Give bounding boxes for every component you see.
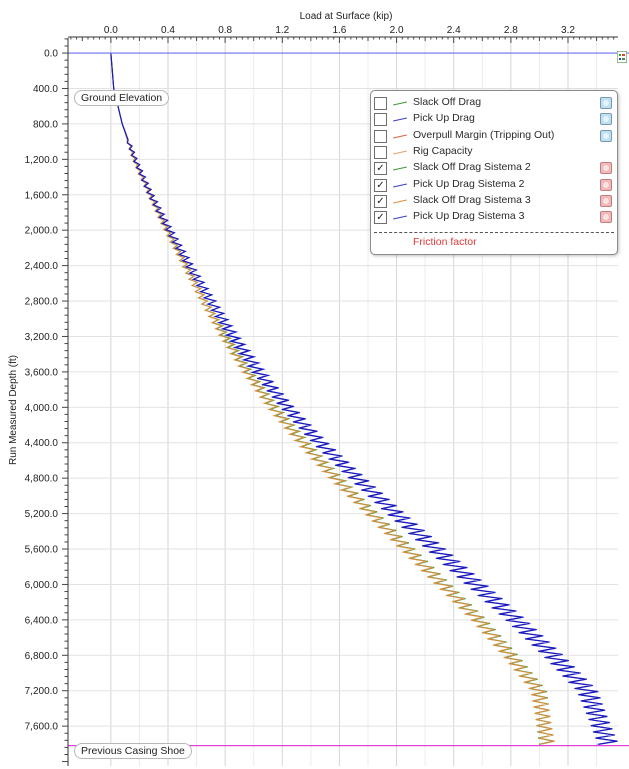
y-tick-label: 800.0 bbox=[33, 119, 58, 130]
legend-swatch bbox=[393, 215, 407, 220]
axes: 0.0 0.4 0.8 1.2 1.6 2.0 2.4 2.8 3.2 0.0 400.0 800.0… bbox=[25, 25, 618, 766]
x-tick-label: 0.4 bbox=[161, 25, 175, 36]
legend-label: Overpull Margin (Tripping Out) bbox=[413, 128, 555, 141]
friction-factor-label[interactable]: Friction factor bbox=[413, 236, 477, 248]
y-tick-label: 6,400.0 bbox=[25, 615, 59, 626]
legend-divider bbox=[374, 232, 614, 233]
legend-checkbox[interactable]: ✓ bbox=[374, 211, 387, 225]
x-tick-label: 1.2 bbox=[275, 25, 289, 36]
legend-label: Slack Off Drag Sistema 3 bbox=[413, 193, 531, 206]
y-tick-label: 3,600.0 bbox=[25, 367, 59, 378]
y-tick-label: 1,200.0 bbox=[25, 155, 59, 166]
legend-item[interactable]: Overpull Margin (Tripping Out) bbox=[371, 129, 617, 145]
x-tick-label: 3.2 bbox=[561, 25, 575, 36]
ground-elevation-label: Ground Elevation bbox=[74, 90, 170, 106]
series-settings-icon[interactable] bbox=[600, 113, 612, 126]
x-tick-label: 2.4 bbox=[447, 25, 461, 36]
y-tick-label: 400.0 bbox=[33, 84, 58, 95]
y-tick-label: 4,400.0 bbox=[25, 438, 59, 449]
x-tick-label: 2.0 bbox=[390, 25, 404, 36]
legend-item[interactable]: ✓ Pick Up Drag Sistema 2 bbox=[371, 178, 617, 194]
legend-checkbox[interactable] bbox=[374, 129, 387, 143]
legend-item[interactable]: ✓ Pick Up Drag Sistema 3 bbox=[371, 210, 617, 226]
y-tick-label: 7,200.0 bbox=[25, 686, 59, 697]
y-tick-label: 0.0 bbox=[44, 49, 58, 60]
y-tick-label: 6,800.0 bbox=[25, 651, 59, 662]
series-settings-icon[interactable] bbox=[600, 194, 612, 207]
x-tick-label: 2.8 bbox=[504, 25, 518, 36]
series-settings-icon[interactable] bbox=[600, 211, 612, 224]
series-layer bbox=[110, 53, 618, 745]
y-tick-label: 3,200.0 bbox=[25, 332, 59, 343]
legend-checkbox[interactable] bbox=[374, 145, 387, 159]
series-settings-icon[interactable] bbox=[600, 97, 612, 109]
series-line-4 bbox=[110, 53, 618, 745]
legend-label: Pick Up Drag Sistema 2 bbox=[413, 177, 525, 190]
y-tick-label: 2,400.0 bbox=[25, 261, 59, 272]
x-tick-label: 0.0 bbox=[104, 25, 118, 36]
x-tick-label: 0.8 bbox=[218, 25, 232, 36]
y-tick-label: 4,800.0 bbox=[25, 474, 59, 485]
series-settings-icon[interactable] bbox=[600, 129, 612, 142]
legend-label: Slack Off Drag Sistema 2 bbox=[413, 161, 531, 174]
legend: Slack Off Drag Pick Up Drag Overpull Margi… bbox=[370, 90, 618, 255]
chart-options-icon[interactable] bbox=[616, 50, 628, 64]
legend-label: Pick Up Drag Sistema 3 bbox=[413, 210, 525, 223]
series-settings-icon[interactable] bbox=[600, 162, 612, 175]
legend-checkbox[interactable]: ✓ bbox=[374, 162, 387, 176]
y-tick-label: 5,200.0 bbox=[25, 509, 59, 520]
y-tick-label: 2,000.0 bbox=[25, 226, 59, 237]
legend-item[interactable]: ✓ Slack Off Drag Sistema 2 bbox=[371, 161, 617, 177]
y-axis-title: Run Measured Depth (ft) bbox=[8, 355, 19, 465]
legend-swatch bbox=[393, 183, 407, 187]
x-tick-label: 1.6 bbox=[332, 25, 346, 36]
legend-swatch bbox=[393, 199, 407, 204]
y-tick-label: 5,600.0 bbox=[25, 545, 59, 556]
y-tick-label: 2,800.0 bbox=[25, 297, 59, 308]
legend-item[interactable]: Slack Off Drag bbox=[371, 96, 617, 112]
legend-swatch bbox=[393, 117, 407, 122]
y-tick-label: 1,600.0 bbox=[25, 190, 59, 201]
series-settings-icon[interactable] bbox=[600, 178, 612, 191]
legend-item[interactable]: Rig Capacity bbox=[371, 145, 617, 161]
legend-swatch bbox=[393, 150, 407, 155]
legend-checkbox[interactable]: ✓ bbox=[374, 178, 387, 192]
legend-swatch bbox=[393, 101, 407, 106]
legend-checkbox[interactable]: ✓ bbox=[374, 194, 387, 208]
legend-swatch bbox=[393, 166, 407, 171]
legend-label: Slack Off Drag bbox=[413, 96, 482, 108]
y-tick-label: 7,600.0 bbox=[25, 722, 59, 733]
legend-checkbox[interactable] bbox=[374, 97, 387, 110]
legend-checkbox[interactable] bbox=[374, 113, 387, 127]
x-axis-title: Load at Surface (kip) bbox=[300, 11, 393, 22]
legend-label: Pick Up Drag bbox=[413, 112, 475, 125]
y-tick-label: 4,000.0 bbox=[25, 403, 59, 414]
legend-swatch bbox=[393, 134, 407, 139]
legend-label: Rig Capacity bbox=[413, 144, 473, 157]
legend-item[interactable]: Pick Up Drag bbox=[371, 112, 617, 128]
previous-casing-shoe-label: Previous Casing Shoe bbox=[74, 743, 192, 759]
y-tick-label: 6,000.0 bbox=[25, 580, 59, 591]
legend-item[interactable]: ✓ Slack Off Drag Sistema 3 bbox=[371, 194, 617, 210]
